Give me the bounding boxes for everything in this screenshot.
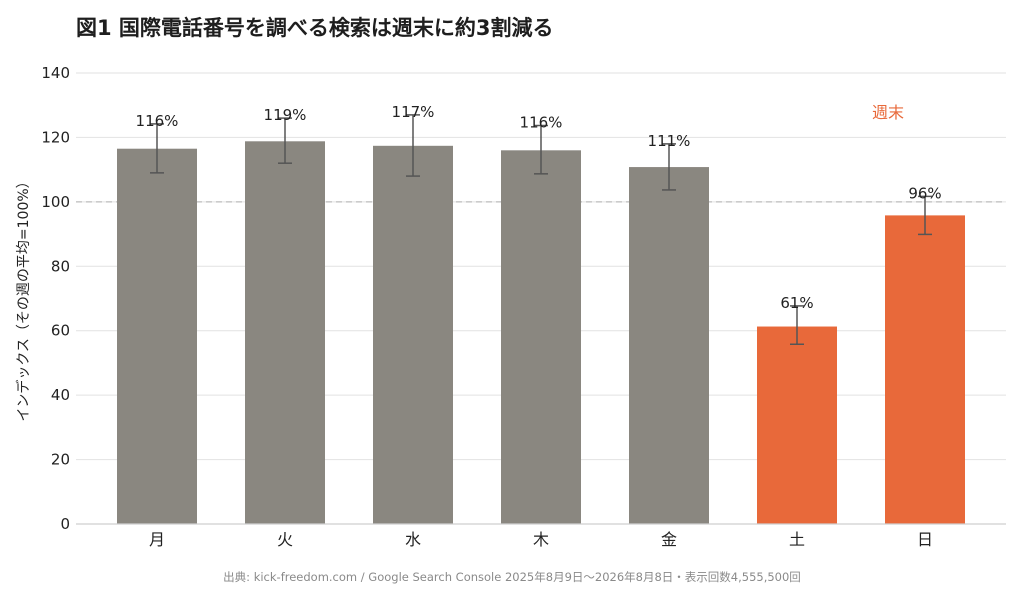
bar-layer <box>117 141 965 525</box>
data-label: 116% <box>136 112 179 130</box>
data-label: 96% <box>908 184 941 202</box>
data-label: 119% <box>264 106 307 124</box>
y-tick-label: 140 <box>41 64 70 82</box>
y-tick-label: 80 <box>51 257 70 275</box>
x-tick-label: 金 <box>661 530 677 549</box>
bar-chart: 116% 119% 117% 116% 111% 61% 96% 0 20 40 60 80 100 1… <box>15 64 1006 549</box>
x-tick-label: 土 <box>789 530 805 549</box>
axis-layer: 0 20 40 60 80 100 120 140 月 火 水 木 金 土 日 <box>41 64 1006 549</box>
x-tick-label: 木 <box>533 530 549 549</box>
data-label: 61% <box>780 294 813 312</box>
bar-2 <box>373 145 453 524</box>
y-tick-label: 20 <box>51 451 70 469</box>
weekend-annotation: 週末 <box>872 103 904 122</box>
x-tick-label: 月 <box>149 530 165 549</box>
bar-0 <box>117 148 197 525</box>
data-label: 117% <box>392 103 435 121</box>
y-axis-label: インデックス（その週の平均=100%） <box>15 174 32 421</box>
data-label: 111% <box>648 132 691 150</box>
bar-6 <box>885 215 965 524</box>
bar-4 <box>629 167 709 524</box>
source-note: 出典: kick-freedom.com / Google Search Con… <box>223 570 801 584</box>
error-bar-layer <box>150 114 932 345</box>
data-label: 116% <box>520 114 563 132</box>
chart-title: 図1 国際電話番号を調べる検索は週末に約3割減る <box>76 16 554 40</box>
label-layer: 116% 119% 117% 116% 111% 61% 96% <box>136 103 942 312</box>
x-tick-label: 日 <box>917 530 933 549</box>
y-tick-label: 60 <box>51 322 70 340</box>
y-tick-label: 100 <box>41 193 70 211</box>
y-tick-label: 120 <box>41 128 70 146</box>
bar-5 <box>757 326 837 524</box>
y-tick-label: 0 <box>60 515 70 533</box>
bar-3 <box>501 150 581 525</box>
x-tick-label: 水 <box>405 530 421 549</box>
y-tick-label: 40 <box>51 386 70 404</box>
bar-1 <box>245 141 325 524</box>
x-tick-label: 火 <box>277 530 293 549</box>
